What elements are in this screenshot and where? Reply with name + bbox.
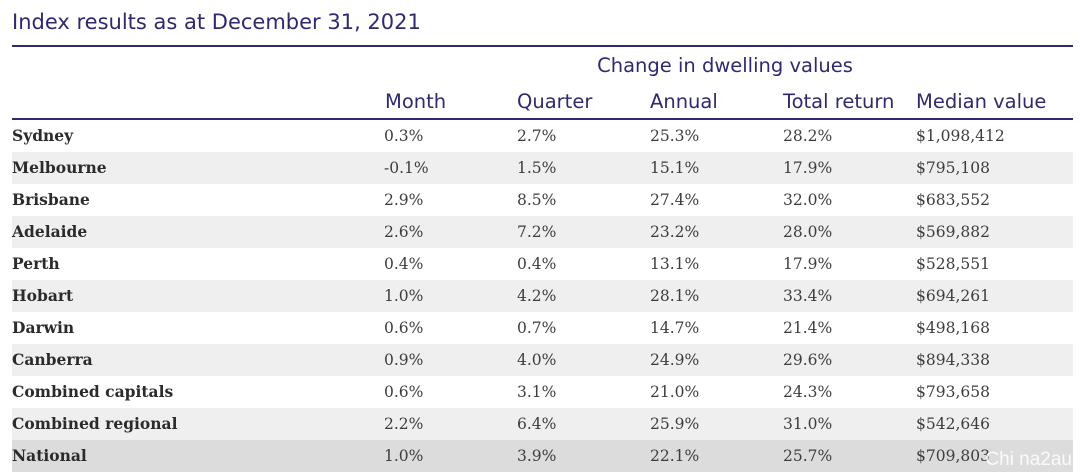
row-label: Combined regional: [12, 414, 178, 433]
cell-annual: 14.7%: [650, 319, 700, 337]
table-row-brisbane: Brisbane 2.9% 8.5% 27.4% 32.0% $683,552: [12, 184, 1073, 216]
cell-annual: 28.1%: [650, 287, 700, 305]
table-row-national: National 1.0% 3.9% 22.1% 25.7% $709,803: [12, 440, 1073, 472]
cell-median-value: $709,803: [916, 447, 990, 465]
column-header-month: Month: [385, 90, 447, 113]
cell-median-value: $795,108: [916, 159, 990, 177]
cell-annual: 21.0%: [650, 383, 700, 401]
table-row-hobart: Hobart 1.0% 4.2% 28.1% 33.4% $694,261: [12, 280, 1073, 312]
row-label: Melbourne: [12, 158, 107, 177]
cell-quarter: 4.0%: [517, 351, 557, 369]
cell-month: 2.6%: [384, 223, 424, 241]
cell-median-value: $528,551: [916, 255, 990, 273]
cell-annual: 27.4%: [650, 191, 700, 209]
cell-month: 1.0%: [384, 447, 424, 465]
cell-total-return: 33.4%: [783, 287, 833, 305]
table-row-canberra: Canberra 0.9% 4.0% 24.9% 29.6% $894,338: [12, 344, 1073, 376]
row-label: Hobart: [12, 286, 74, 305]
cell-annual: 13.1%: [650, 255, 700, 273]
cell-annual: 15.1%: [650, 159, 700, 177]
row-label: Canberra: [12, 350, 93, 369]
cell-total-return: 21.4%: [783, 319, 833, 337]
cell-annual: 22.1%: [650, 447, 700, 465]
cell-month: -0.1%: [384, 159, 429, 177]
cell-annual: 23.2%: [650, 223, 700, 241]
cell-total-return: 28.0%: [783, 223, 833, 241]
cell-quarter: 0.4%: [517, 255, 557, 273]
row-label: Sydney: [12, 126, 74, 145]
watermark-text: Chi na2au: [985, 449, 1072, 470]
cell-quarter: 2.7%: [517, 127, 557, 145]
row-label: Perth: [12, 254, 60, 273]
table-row-darwin: Darwin 0.6% 0.7% 14.7% 21.4% $498,168: [12, 312, 1073, 344]
cell-total-return: 25.7%: [783, 447, 833, 465]
cell-month: 0.9%: [384, 351, 424, 369]
cell-median-value: $683,552: [916, 191, 990, 209]
cell-total-return: 31.0%: [783, 415, 833, 433]
cell-quarter: 7.2%: [517, 223, 557, 241]
table-body: Sydney 0.3% 2.7% 25.3% 28.2% $1,098,412 …: [12, 120, 1073, 472]
cell-total-return: 17.9%: [783, 159, 833, 177]
column-header-median-value: Median value: [916, 90, 1047, 113]
table-row-sydney: Sydney 0.3% 2.7% 25.3% 28.2% $1,098,412: [12, 120, 1073, 152]
page-title: Index results as at December 31, 2021: [12, 10, 421, 34]
cell-median-value: $498,168: [916, 319, 990, 337]
column-header-annual: Annual: [650, 90, 718, 113]
column-header-quarter: Quarter: [517, 90, 593, 113]
row-label: Combined capitals: [12, 382, 174, 401]
cell-median-value: $542,646: [916, 415, 990, 433]
cell-month: 0.6%: [384, 319, 424, 337]
cell-total-return: 17.9%: [783, 255, 833, 273]
cell-total-return: 28.2%: [783, 127, 833, 145]
row-label: National: [12, 446, 87, 465]
cell-annual: 24.9%: [650, 351, 700, 369]
cell-month: 1.0%: [384, 287, 424, 305]
table-row-combined-capitals: Combined capitals 0.6% 3.1% 21.0% 24.3% …: [12, 376, 1073, 408]
cell-quarter: 1.5%: [517, 159, 557, 177]
cell-annual: 25.9%: [650, 415, 700, 433]
cell-quarter: 0.7%: [517, 319, 557, 337]
cell-annual: 25.3%: [650, 127, 700, 145]
cell-median-value: $894,338: [916, 351, 990, 369]
cell-month: 0.6%: [384, 383, 424, 401]
table-row-adelaide: Adelaide 2.6% 7.2% 23.2% 28.0% $569,882: [12, 216, 1073, 248]
row-label: Adelaide: [12, 222, 88, 241]
header-divider: [12, 118, 1073, 120]
cell-month: 0.3%: [384, 127, 424, 145]
cell-quarter: 6.4%: [517, 415, 557, 433]
cell-median-value: $793,658: [916, 383, 990, 401]
table-row-melbourne: Melbourne -0.1% 1.5% 15.1% 17.9% $795,10…: [12, 152, 1073, 184]
cell-total-return: 29.6%: [783, 351, 833, 369]
table-row-combined-regional: Combined regional 2.2% 6.4% 25.9% 31.0% …: [12, 408, 1073, 440]
cell-total-return: 24.3%: [783, 383, 833, 401]
cell-month: 2.2%: [384, 415, 424, 433]
cell-month: 2.9%: [384, 191, 424, 209]
row-label: Darwin: [12, 318, 75, 337]
group-header: Change in dwelling values: [597, 54, 853, 77]
cell-quarter: 3.9%: [517, 447, 557, 465]
cell-median-value: $1,098,412: [916, 127, 1005, 145]
cell-quarter: 4.2%: [517, 287, 557, 305]
table-row-perth: Perth 0.4% 0.4% 13.1% 17.9% $528,551: [12, 248, 1073, 280]
cell-median-value: $569,882: [916, 223, 990, 241]
cell-median-value: $694,261: [916, 287, 990, 305]
title-divider: [12, 45, 1073, 47]
column-header-total-return: Total return: [783, 90, 895, 113]
row-label: Brisbane: [12, 190, 90, 209]
cell-month: 0.4%: [384, 255, 424, 273]
cell-total-return: 32.0%: [783, 191, 833, 209]
cell-quarter: 8.5%: [517, 191, 557, 209]
cell-quarter: 3.1%: [517, 383, 557, 401]
